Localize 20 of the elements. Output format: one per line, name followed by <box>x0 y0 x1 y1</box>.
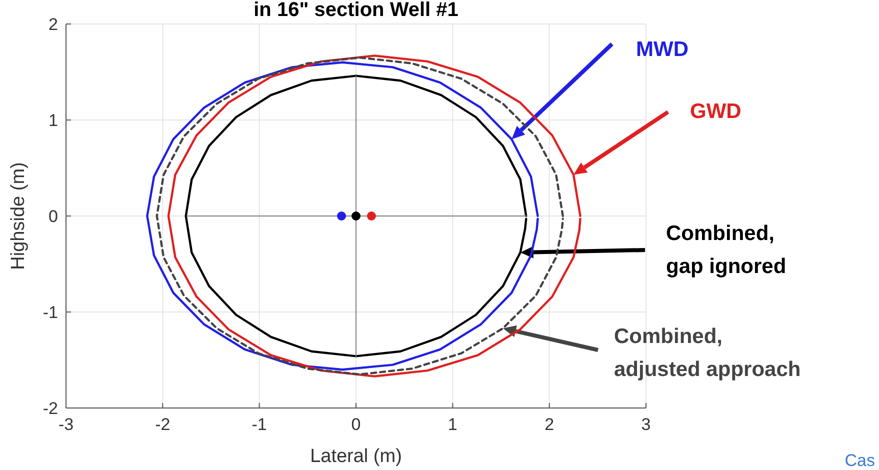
y-tick-label: -1 <box>42 303 58 322</box>
x-tick-label: -3 <box>58 415 74 434</box>
text: Combined, gap ignored <box>666 222 786 278</box>
x-tick-label: -2 <box>155 415 170 434</box>
x-tick-label: 0 <box>351 415 361 434</box>
y-tick-label: 1 <box>48 111 58 130</box>
legend-label: Combined, adjusted approach <box>614 325 801 381</box>
x-tick-label: 2 <box>544 415 554 434</box>
x-tick-label: -1 <box>252 415 267 434</box>
text: GWD <box>690 100 742 123</box>
chart-title: in 16" section Well #1 <box>254 0 458 21</box>
y-axis-title: Highside (m) <box>8 162 29 270</box>
y-tick-label: 2 <box>48 15 58 34</box>
text: MWD <box>636 38 688 61</box>
y-tick-label: 0 <box>48 207 58 226</box>
y-tick-label: -2 <box>42 399 58 418</box>
x-axis-title: Lateral (m) <box>310 446 402 467</box>
x-tick-label: 1 <box>448 415 458 434</box>
text: Cas <box>844 451 875 470</box>
x-tick-label: 3 <box>641 415 651 434</box>
